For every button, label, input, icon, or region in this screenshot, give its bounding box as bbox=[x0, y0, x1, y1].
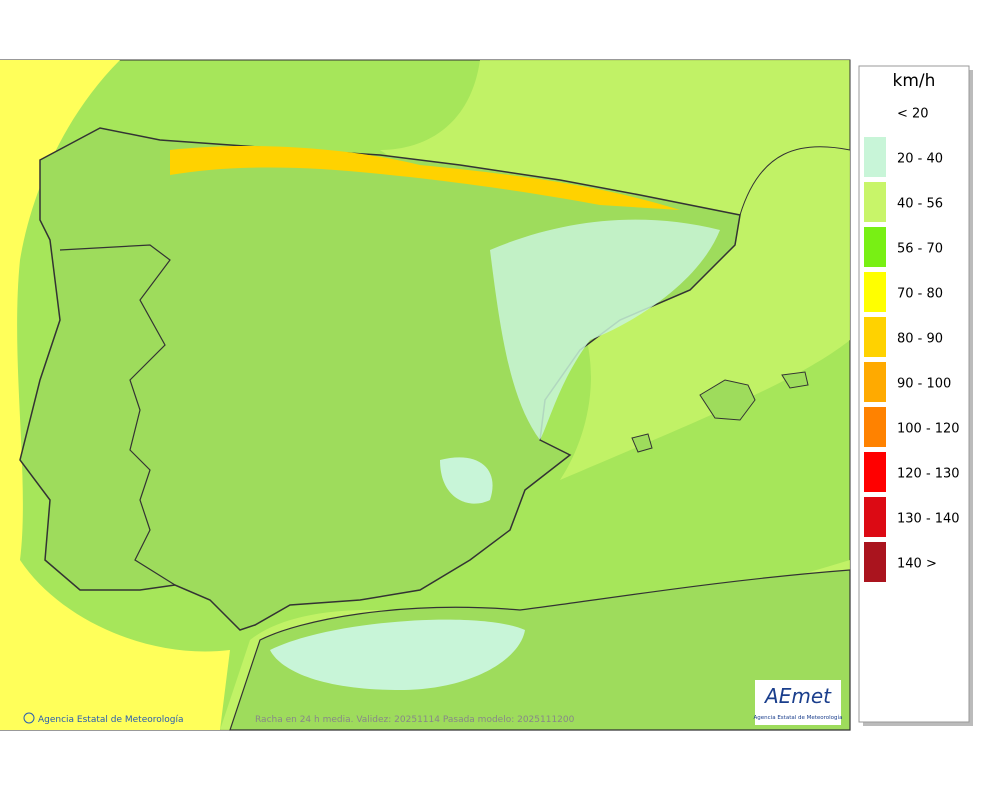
legend-swatch bbox=[864, 362, 886, 402]
legend-swatch bbox=[864, 317, 886, 357]
logo: AEmet bbox=[763, 684, 832, 708]
legend-label: 40 - 56 bbox=[897, 197, 943, 212]
caption: Racha en 24 h media. Validez: 20251114 P… bbox=[255, 715, 575, 725]
legend-items: < 20 20 - 40 40 - 56 56 - 70 70 - 80 80 - 90 9… bbox=[864, 92, 960, 582]
menorca bbox=[781, 371, 809, 389]
legend-label: 80 - 90 bbox=[897, 332, 943, 347]
legend-label: 90 - 100 bbox=[897, 377, 951, 392]
legend-label: 20 - 40 bbox=[897, 152, 943, 167]
legend-label: 100 - 120 bbox=[897, 422, 960, 437]
legend-label: < 20 bbox=[897, 107, 929, 122]
legend-label: 70 - 80 bbox=[897, 287, 943, 302]
portugal-border bbox=[59, 244, 176, 586]
cantabrian-gusts bbox=[170, 145, 680, 210]
legend-unit: km/h bbox=[893, 71, 936, 91]
alboran-calm bbox=[270, 619, 525, 690]
legend-label: 140 > bbox=[897, 557, 937, 572]
legend-swatch bbox=[864, 272, 886, 312]
atlantic-calm bbox=[0, 60, 230, 730]
legend-swatch bbox=[864, 137, 886, 177]
legend-swatch bbox=[864, 92, 886, 132]
legend-label: 120 - 130 bbox=[897, 467, 960, 482]
map: Agencia Estatal de Meteorología Racha en… bbox=[0, 59, 851, 731]
legend-label: 56 - 70 bbox=[897, 242, 943, 257]
murcia-calm bbox=[440, 457, 493, 504]
ebro-calm bbox=[490, 219, 720, 440]
legend-swatch bbox=[864, 227, 886, 267]
legend-swatch bbox=[864, 182, 886, 222]
mallorca bbox=[699, 379, 756, 421]
credit: Agencia Estatal de Meteorología bbox=[38, 715, 184, 725]
legend-swatch bbox=[864, 542, 886, 582]
logo-box bbox=[755, 680, 841, 725]
france-coast bbox=[739, 60, 851, 216]
copyright-icon bbox=[23, 712, 35, 724]
ibiza bbox=[631, 433, 653, 453]
logo-subtitle: Agencia Estatal de Meteorología bbox=[754, 714, 843, 721]
africa bbox=[229, 569, 851, 731]
legend-swatch bbox=[864, 497, 886, 537]
legend-swatch bbox=[864, 452, 886, 492]
legend-swatch bbox=[864, 407, 886, 447]
legend-label: 130 - 140 bbox=[897, 512, 960, 527]
